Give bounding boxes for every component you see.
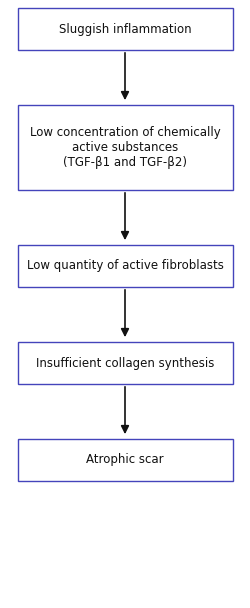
Text: Atrophic scar: Atrophic scar [86,454,164,466]
Bar [18,245,233,287]
Bar [18,8,233,50]
Bar [18,439,233,481]
Text: Insufficient collagen synthesis: Insufficient collagen synthesis [36,356,214,370]
Text: Sluggish inflammation: Sluggish inflammation [59,22,191,35]
Bar [18,105,233,190]
Text: Low concentration of chemically
active substances
(TGF-β1 and TGF-β2): Low concentration of chemically active s… [30,126,220,169]
Text: Low quantity of active fibroblasts: Low quantity of active fibroblasts [26,260,224,272]
Bar [18,342,233,384]
